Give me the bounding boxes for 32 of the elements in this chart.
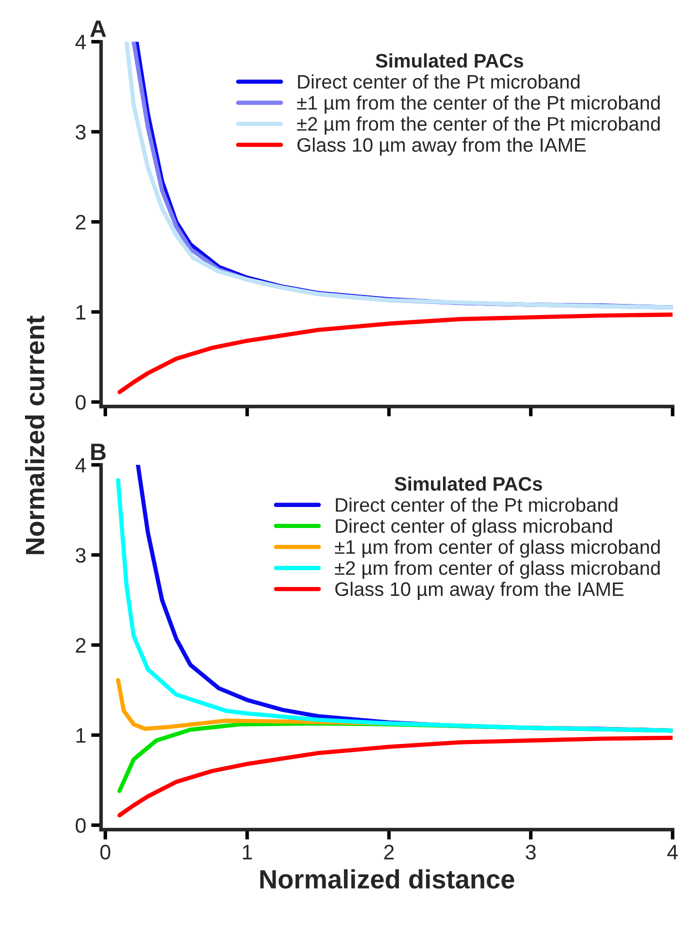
y-tick-label: 0 — [76, 818, 86, 833]
y-tick-label: 4 — [75, 458, 86, 472]
legend-label: ±1 µm from the center of the Pt microband — [297, 95, 660, 114]
x-tick-label: 1 — [242, 845, 252, 860]
y-axis-title: Normalized current — [25, 316, 44, 554]
y-tick-label: 2 — [76, 214, 86, 230]
y-tick-label: 3 — [76, 124, 86, 140]
line-series — [117, 312, 673, 394]
y-tick-label: 1 — [76, 305, 86, 320]
legend-label: ±2 µm from center of glass microband — [334, 560, 660, 579]
x-tick-label: 0 — [100, 844, 110, 860]
x-tick-label: 4 — [667, 845, 678, 860]
y-tick-label: 4 — [75, 34, 86, 50]
x-tick-label: 3 — [526, 844, 536, 860]
legend-label: Direct center of the Pt microband — [298, 74, 580, 89]
y-tick-label: 2 — [76, 638, 86, 653]
legend-label: ±1 µm from center of glass microband — [334, 540, 660, 558]
legend-title: Simulated PACs — [376, 53, 524, 68]
legend-label: ±2 µm from the center of the Pt microband — [297, 116, 660, 135]
chart-title: B — [91, 444, 106, 460]
legend-label: Glass 10 µm away from the IAME — [297, 138, 586, 156]
y-tick-label: 0 — [76, 395, 86, 410]
legend-label: Direct center of glass microband — [336, 518, 612, 537]
x-axis-title: Normalized distance — [260, 869, 514, 889]
legend-title: Simulated PACs — [394, 476, 542, 491]
legend-label: Glass 10 µm away from the IAME — [335, 582, 624, 600]
y-tick-label: 3 — [76, 548, 86, 563]
chart-title: A — [90, 20, 106, 37]
y-tick-label: 1 — [76, 728, 86, 743]
legend-label: Direct center of the Pt microband — [336, 498, 618, 512]
x-tick-label: 2 — [384, 844, 394, 860]
line-series — [117, 736, 673, 818]
